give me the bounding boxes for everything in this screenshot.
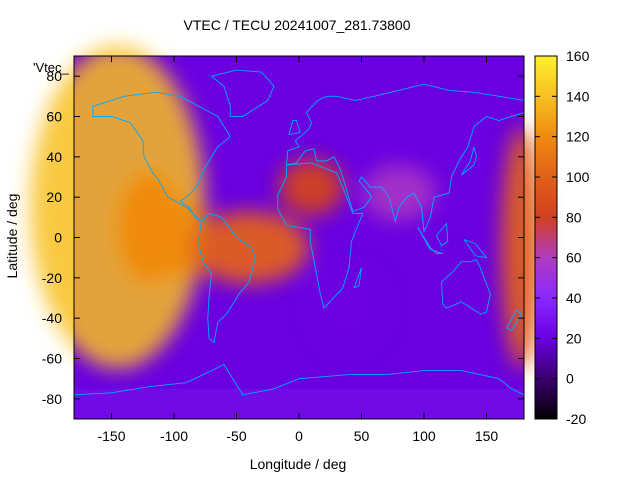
x-tick-label: -100 — [160, 428, 188, 444]
x-tick-label: -50 — [226, 428, 246, 444]
colorbar-tick-label: 160 — [566, 48, 590, 64]
colorbar-tick-label: 80 — [566, 209, 582, 225]
y-tick-label: -20 — [42, 270, 62, 286]
y-tick-label: 40 — [46, 149, 62, 165]
colorbar-ticks: -20 0 20 40 60 80 100 120 140 160 — [535, 48, 590, 427]
y-tick-label: 80 — [46, 68, 62, 84]
heat-layer — [30, 45, 542, 419]
x-tick-label: 0 — [295, 428, 303, 444]
coastline — [441, 259, 491, 315]
x-ticks: -150 -100 -50 0 50 100 150 — [97, 56, 498, 444]
legend-entry: 'Vtec_ — [33, 60, 69, 75]
y-tick-label: -60 — [42, 351, 62, 367]
coastline — [198, 212, 256, 344]
heat-feature — [189, 211, 309, 284]
x-axis-label: Longitude / deg — [249, 456, 347, 472]
x-tick-label: 150 — [475, 428, 499, 444]
colorbar-tick-label: 100 — [566, 169, 590, 185]
coastlines — [73, 69, 525, 396]
y-tick-label: 60 — [46, 109, 62, 125]
coastline — [286, 83, 525, 234]
heat-feature — [279, 158, 344, 216]
colorbar-tick-label: 120 — [566, 129, 590, 145]
coastline — [436, 222, 449, 247]
y-tick-label: -80 — [42, 391, 62, 407]
colorbar-tick-label: 40 — [566, 290, 582, 306]
y-tick-label: -40 — [42, 310, 62, 326]
coastline — [92, 91, 231, 222]
x-tick-label: -150 — [97, 428, 125, 444]
colorbar-tick-label: -20 — [566, 411, 586, 427]
coastline — [288, 120, 301, 136]
coastline — [277, 162, 364, 310]
x-tick-label: 100 — [412, 428, 436, 444]
colorbar-tick-label: 60 — [566, 250, 582, 266]
y-ticks: -80 -60 -40 -20 0 20 40 60 80 — [42, 68, 524, 407]
coastline — [353, 267, 362, 289]
coastline — [506, 309, 523, 331]
heat-blobs — [30, 45, 542, 369]
colorbar-tick-label: 0 — [566, 371, 574, 387]
coastline — [463, 239, 488, 259]
y-tick-label: 0 — [54, 230, 62, 246]
colorbar — [534, 55, 558, 420]
colorbar-tick-label: 20 — [566, 330, 582, 346]
coastline — [417, 227, 443, 255]
coastline — [73, 364, 525, 396]
x-tick-label: 50 — [354, 428, 370, 444]
chart-title: VTEC / TECU 20241007_281.73800 — [183, 17, 411, 33]
colorbar-tick-label: 140 — [566, 88, 590, 104]
y-tick-label: 20 — [46, 189, 62, 205]
heat-feature — [501, 126, 542, 369]
heat-feature — [311, 267, 387, 349]
coastline — [461, 146, 477, 176]
heat-feature — [361, 164, 437, 222]
coastline — [210, 69, 275, 117]
